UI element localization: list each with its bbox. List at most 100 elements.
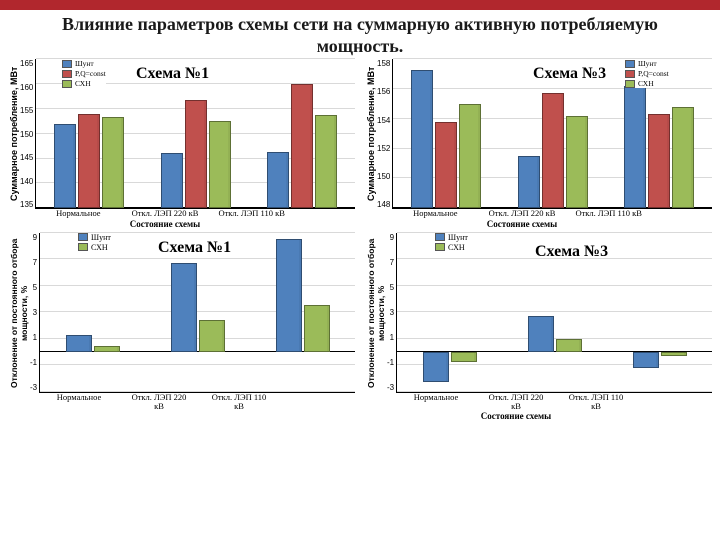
y-tick: 9 [390,233,394,242]
bar [304,305,330,351]
bar [518,156,540,208]
panel-label: Схема №3 [535,243,608,261]
y-axis-label: Отклонение от постоянного отбора мощност… [8,233,30,393]
y-tick: 145 [20,153,33,162]
y-tick: 150 [20,130,33,139]
x-tick-label: Откл. ЛЭП 110 кВ [565,209,652,218]
y-tick: 3 [390,308,394,317]
y-tick: 148 [377,200,390,209]
bar-group [397,233,502,392]
y-tick: -1 [387,358,394,367]
plot-area [39,233,355,393]
chart-panel-br: Схема №3 ШунтСХН Отклонение от постоянного… [365,233,712,422]
x-tick-label: Откл. ЛЭП 110кВ [199,393,279,412]
x-tick-label: Нормальное [392,209,479,218]
chart-panel-tr: Схема №3 ШунтP,Q=constСХН Суммарное потреб… [365,59,712,228]
legend: ШунтP,Q=constСХН [625,59,669,88]
bar [66,335,92,352]
x-axis-labels: НормальноеОткл. ЛЭП 220 кВОткл. ЛЭП 110 … [35,209,295,218]
legend-swatch [625,60,635,68]
bar [171,263,197,352]
legend: ШунтСХН [435,233,468,252]
y-axis-ticks: 165160155150145140135 [20,59,35,209]
legend-swatch [62,70,72,78]
y-tick: 152 [377,144,390,153]
legend-item: Шунт [625,59,669,68]
x-axis-labels: НормальноеОткл. ЛЭП 220кВОткл. ЛЭП 110кВ [39,393,279,412]
bar [459,104,481,208]
x-tick-label: Нормальное [39,393,119,412]
legend-swatch [62,60,72,68]
y-axis-label: Суммарное потребление, МВт [8,59,20,209]
y-axis-ticks: 158156154152150148 [377,59,392,209]
page-title: Влияние параметров схемы сети на суммарн… [0,10,720,59]
bar [451,352,477,363]
legend: ШунтСХН [78,233,111,252]
legend-swatch [78,243,88,251]
x-axis-title: Состояние схемы [392,219,652,229]
legend-label: P,Q=const [75,69,106,78]
legend-label: СХН [448,243,465,252]
legend-swatch [435,233,445,241]
legend-swatch [435,243,445,251]
y-tick: 158 [377,59,390,68]
x-tick-label: Откл. ЛЭП 220кВ [476,393,556,412]
bar [542,93,564,208]
y-tick: 1 [33,333,37,342]
chart-panel-tl: Схема №1 ШунтP,Q=constСХН Суммарное потреб… [8,59,355,228]
y-tick: 1 [390,333,394,342]
y-axis-label: Суммарное потребление, МВт [365,59,377,209]
x-tick-label: Откл. ЛЭП 220кВ [119,393,199,412]
bar [199,320,225,352]
legend-label: Шунт [448,233,468,242]
bar [435,122,457,208]
bar [291,84,313,208]
chart-area: Отклонение от постоянного отбора мощност… [8,233,355,393]
legend-item: СХН [62,79,106,88]
bar [54,124,76,208]
y-tick: -3 [30,383,37,392]
bar [624,86,646,208]
bar [423,352,449,382]
bar [556,339,582,352]
y-axis-ticks: 97531-1-3 [387,233,396,393]
panel-label: Схема №1 [158,239,231,257]
legend-label: Шунт [91,233,111,242]
bar [672,107,694,208]
y-tick: 5 [390,283,394,292]
y-tick: 3 [33,308,37,317]
legend-item: СХН [78,243,111,252]
bar [161,153,183,209]
y-tick: -3 [387,383,394,392]
bar [661,352,687,357]
x-tick-label: Откл. ЛЭП 220 кВ [479,209,566,218]
y-tick: 5 [33,283,37,292]
legend-label: P,Q=const [638,69,669,78]
bar [276,239,302,352]
bar-group [607,233,712,392]
legend-item: P,Q=const [62,69,106,78]
bar [633,352,659,368]
legend-item: Шунт [62,59,106,68]
legend-item: P,Q=const [625,69,669,78]
bar [102,117,124,208]
bar [315,115,337,208]
y-tick: 9 [33,233,37,242]
x-axis-title: Состояние схемы [35,219,295,229]
bar-group [249,59,355,208]
bar [209,121,231,208]
panel-label: Схема №1 [136,65,209,83]
y-tick: 160 [20,83,33,92]
bar-group [393,59,499,208]
y-tick: 155 [20,106,33,115]
legend-item: Шунт [435,233,468,242]
x-tick-label: Откл. ЛЭП 110 кВ [208,209,295,218]
y-axis-label: Отклонение от постоянного отбора мощност… [365,233,387,393]
panel-label: Схема №3 [533,65,606,83]
title-band [0,0,720,10]
x-tick-label: Нормальное [396,393,476,412]
y-tick: 135 [20,200,33,209]
bar [185,100,207,208]
bar [648,114,670,208]
bar-group [250,233,355,392]
